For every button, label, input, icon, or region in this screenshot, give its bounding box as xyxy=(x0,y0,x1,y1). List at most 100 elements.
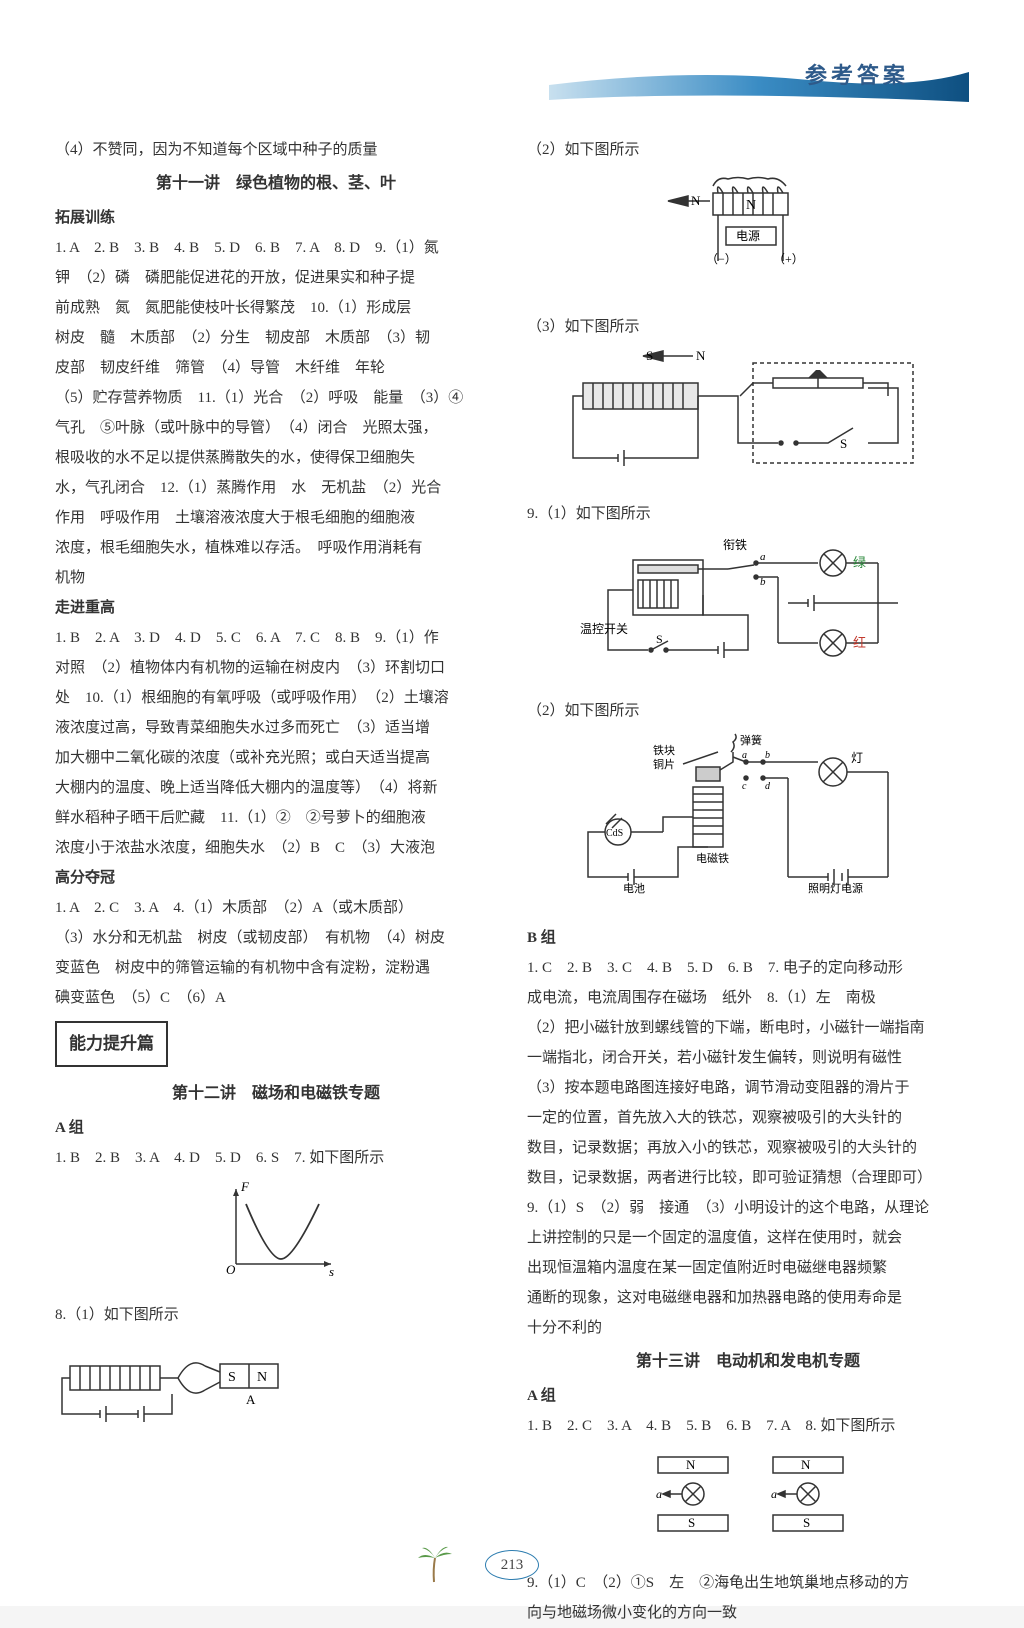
figure-r2-solenoid: N N 电源 （−） （+） xyxy=(527,171,969,302)
text-line: 1. A 2. B 3. B 4. B 5. D 6. B 7. A 8. D … xyxy=(55,233,497,263)
heading-a2-group: A 组 xyxy=(527,1381,969,1411)
label-relay-iron: 衔铁 xyxy=(723,538,747,552)
text-line: 成电流，电流周围存在磁场 纸外 8.（1）左 南极 xyxy=(527,983,969,1013)
label-A: A xyxy=(246,1392,256,1407)
text-line: 加大棚中二氧化碳的浓度（或补充光照；或白天适当提高 xyxy=(55,743,497,773)
label-S: S xyxy=(646,348,653,363)
text-line: 9.（1）C （2）①S 左 ②海龟出生地筑巢地点移动的方 xyxy=(527,1568,969,1598)
header-banner: 参考答案 xyxy=(549,50,969,102)
banner-title: 参考答案 xyxy=(805,58,909,90)
text-line: 9.（1）如下图所示 xyxy=(527,499,969,529)
figure-r9b-circuit: 铁块 铜片 弹簧 a b c d 灯 CdS 电磁铁 电池 照明灯电源 xyxy=(527,732,969,913)
figure-r13-8: N S N S a a xyxy=(527,1447,969,1558)
columns: （4）不赞同，因为不知道每个区域中种子的质量 第十一讲 绿色植物的根、茎、叶 拓… xyxy=(55,40,969,1628)
text-line: 9.（1）S （2）弱 接通 （3）小明设计的这个电路，从理论 xyxy=(527,1193,969,1223)
text-line: 树皮 髓 木质部 （2）分生 韧皮部 木质部 （3）韧 xyxy=(55,323,497,353)
left-column: （4）不赞同，因为不知道每个区域中种子的质量 第十一讲 绿色植物的根、茎、叶 拓… xyxy=(55,135,497,1628)
section-11-title: 第十一讲 绿色植物的根、茎、叶 xyxy=(55,165,497,203)
label-a1: a xyxy=(656,1487,662,1501)
text-line: 钾 （2）磷 磷肥能促进花的开放，促进果实和种子提 xyxy=(55,263,497,293)
axis-O-label: O xyxy=(226,1262,236,1277)
palm-icon xyxy=(414,1544,454,1584)
label-d: d xyxy=(765,781,771,792)
figure-8-circuit: S N A xyxy=(55,1336,497,1442)
label-N-left: N xyxy=(691,193,701,208)
text-line: 鲜水稻种子晒干后贮藏 11.（1）② ②号萝卜的细胞液 xyxy=(55,803,497,833)
text-line: 上讲控制的只是一个固定的温度值，这样在使用时，就会 xyxy=(527,1223,969,1253)
axis-F-label: F xyxy=(240,1179,250,1194)
label-c: c xyxy=(742,781,747,792)
figure-r3-circuit: S N S xyxy=(527,348,969,489)
text-line: 出现恒温箱内温度在某一固定值附近时电磁继电器频繁 xyxy=(527,1253,969,1283)
text-line: 水，气孔闭合 12.（1）蒸腾作用 水 无机盐 （2）光合 xyxy=(55,473,497,503)
label-S: S xyxy=(228,1370,236,1385)
text-line: 数目，记录数据；再放入小的铁芯，观察被吸引的大头针的 xyxy=(527,1133,969,1163)
label-minus: （−） xyxy=(706,252,737,266)
text-line: 1. B 2. C 3. A 4. B 5. B 6. B 7. A 8. 如下… xyxy=(527,1411,969,1441)
label-a: a xyxy=(760,551,766,563)
ability-box-heading: 能力提升篇 xyxy=(55,1021,168,1067)
text-line: 1. C 2. B 3. C 4. B 5. D 6. B 7. 电子的定向移动… xyxy=(527,953,969,983)
heading-b-group: B 组 xyxy=(527,923,969,953)
text-line: 机物 xyxy=(55,563,497,593)
label-N: N xyxy=(257,1370,267,1385)
page-number-wrap: 213 xyxy=(452,1550,572,1580)
figure-r9a-relay: 衔铁 a b 绿 红 温控开关 S xyxy=(527,535,969,686)
right-column: （2）如下图所示 xyxy=(527,135,969,1628)
text-line: 十分不利的 xyxy=(527,1313,969,1343)
label-switch-S: S xyxy=(840,436,847,451)
label-red: 红 xyxy=(853,635,866,650)
text-line: 一端指北，闭合开关，若小磁针发生偏转，则说明有磁性 xyxy=(527,1043,969,1073)
text-line: 作用 呼吸作用 土壤溶液浓度大于根毛细胞的细胞液 xyxy=(55,503,497,533)
text-line: 皮部 韧皮纤维 筛管 （4）导管 木纤维 年轮 xyxy=(55,353,497,383)
text-line: 浓度小于浓盐水浓度，细胞失水 （2）B C （3）大液泡 xyxy=(55,833,497,863)
label-cds: CdS xyxy=(606,828,623,839)
text-line: 气孔 ⑤叶脉（或叶脉中的导管） （4）闭合 光照太强， xyxy=(55,413,497,443)
text-line: （3）按本题电路图连接好电路，调节滑动变阻器的滑片于 xyxy=(527,1073,969,1103)
text-line: （2）把小磁针放到螺线管的下端，断电时，小磁针一端指南 xyxy=(527,1013,969,1043)
text-line: （3）如下图所示 xyxy=(527,312,969,342)
heading-tuozhan: 拓展训练 xyxy=(55,203,497,233)
label-S2: S xyxy=(803,1515,810,1530)
heading-gaofen: 高分夺冠 xyxy=(55,863,497,893)
text-line: 前成熟 氮 氮肥能使枝叶长得繁茂 10.（1）形成层 xyxy=(55,293,497,323)
text-line: （2）如下图所示 xyxy=(527,696,969,726)
figure-7-graph: F O s xyxy=(55,1179,497,1290)
label-a: a xyxy=(742,750,747,761)
label-a2: a xyxy=(771,1487,777,1501)
label-plus: （+） xyxy=(773,252,804,266)
text-line: 处 10.（1）根细胞的有氧呼吸（或呼吸作用） （2）土壤溶 xyxy=(55,683,497,713)
heading-zoujin: 走进重高 xyxy=(55,593,497,623)
label-right-ps: 照明灯电源 xyxy=(808,881,863,895)
label-power: 电源 xyxy=(736,229,760,243)
text-line: （4）不赞同，因为不知道每个区域中种子的质量 xyxy=(55,135,497,165)
label-spring: 弹簧 xyxy=(740,733,762,747)
text-line: 碘变蓝色 （5）C （6）A xyxy=(55,983,497,1013)
section-12-title: 第十二讲 磁场和电磁铁专题 xyxy=(55,1075,497,1113)
text-line: 对照 （2）植物体内有机物的运输在树皮内 （3）环割切口 xyxy=(55,653,497,683)
label-lamp: 灯 xyxy=(851,751,863,765)
text-line: （5）贮存营养物质 11.（1）光合 （2）呼吸 能量 （3）④ xyxy=(55,383,497,413)
label-N1: N xyxy=(686,1457,696,1472)
text-line: 变蓝色 树皮中的筛管运输的有机物中含有淀粉，淀粉遇 xyxy=(55,953,497,983)
page-number: 213 xyxy=(485,1550,539,1580)
text-line: 8.（1）如下图所示 xyxy=(55,1300,497,1330)
label-green: 绿 xyxy=(853,555,866,570)
axis-s-label: s xyxy=(329,1264,334,1279)
text-line: 根吸收的水不足以提供蒸腾散失的水，使得保卫细胞失 xyxy=(55,443,497,473)
text-line: 1. B 2. B 3. A 4. D 5. D 6. S 7. 如下图所示 xyxy=(55,1143,497,1173)
label-iron-block: 铁块 xyxy=(653,744,675,757)
label-N2: N xyxy=(801,1457,811,1472)
page-root: 参考答案 （4）不赞同，因为不知道每个区域中种子的质量 第十一讲 绿色植物的根、… xyxy=(0,0,1024,1606)
text-line: （2）如下图所示 xyxy=(527,135,969,165)
label-copper: 铜片 xyxy=(653,757,675,771)
label-battery: 电池 xyxy=(623,882,645,895)
text-line: 向与地磁场微小变化的方向一致 xyxy=(527,1598,969,1628)
text-line: 通断的现象，这对电磁继电器和加热器电路的使用寿命是 xyxy=(527,1283,969,1313)
text-line: 大棚内的温度、晚上适当降低大棚内的温度等） （4）将新 xyxy=(55,773,497,803)
text-line: 1. A 2. C 3. A 4.（1）木质部 （2）A（或木质部） xyxy=(55,893,497,923)
label-coil: 电磁铁 xyxy=(696,852,729,865)
label-N: N xyxy=(696,348,706,363)
text-line: 一定的位置，首先放入大的铁芯，观察被吸引的大头针的 xyxy=(527,1103,969,1133)
heading-a-group: A 组 xyxy=(55,1113,497,1143)
